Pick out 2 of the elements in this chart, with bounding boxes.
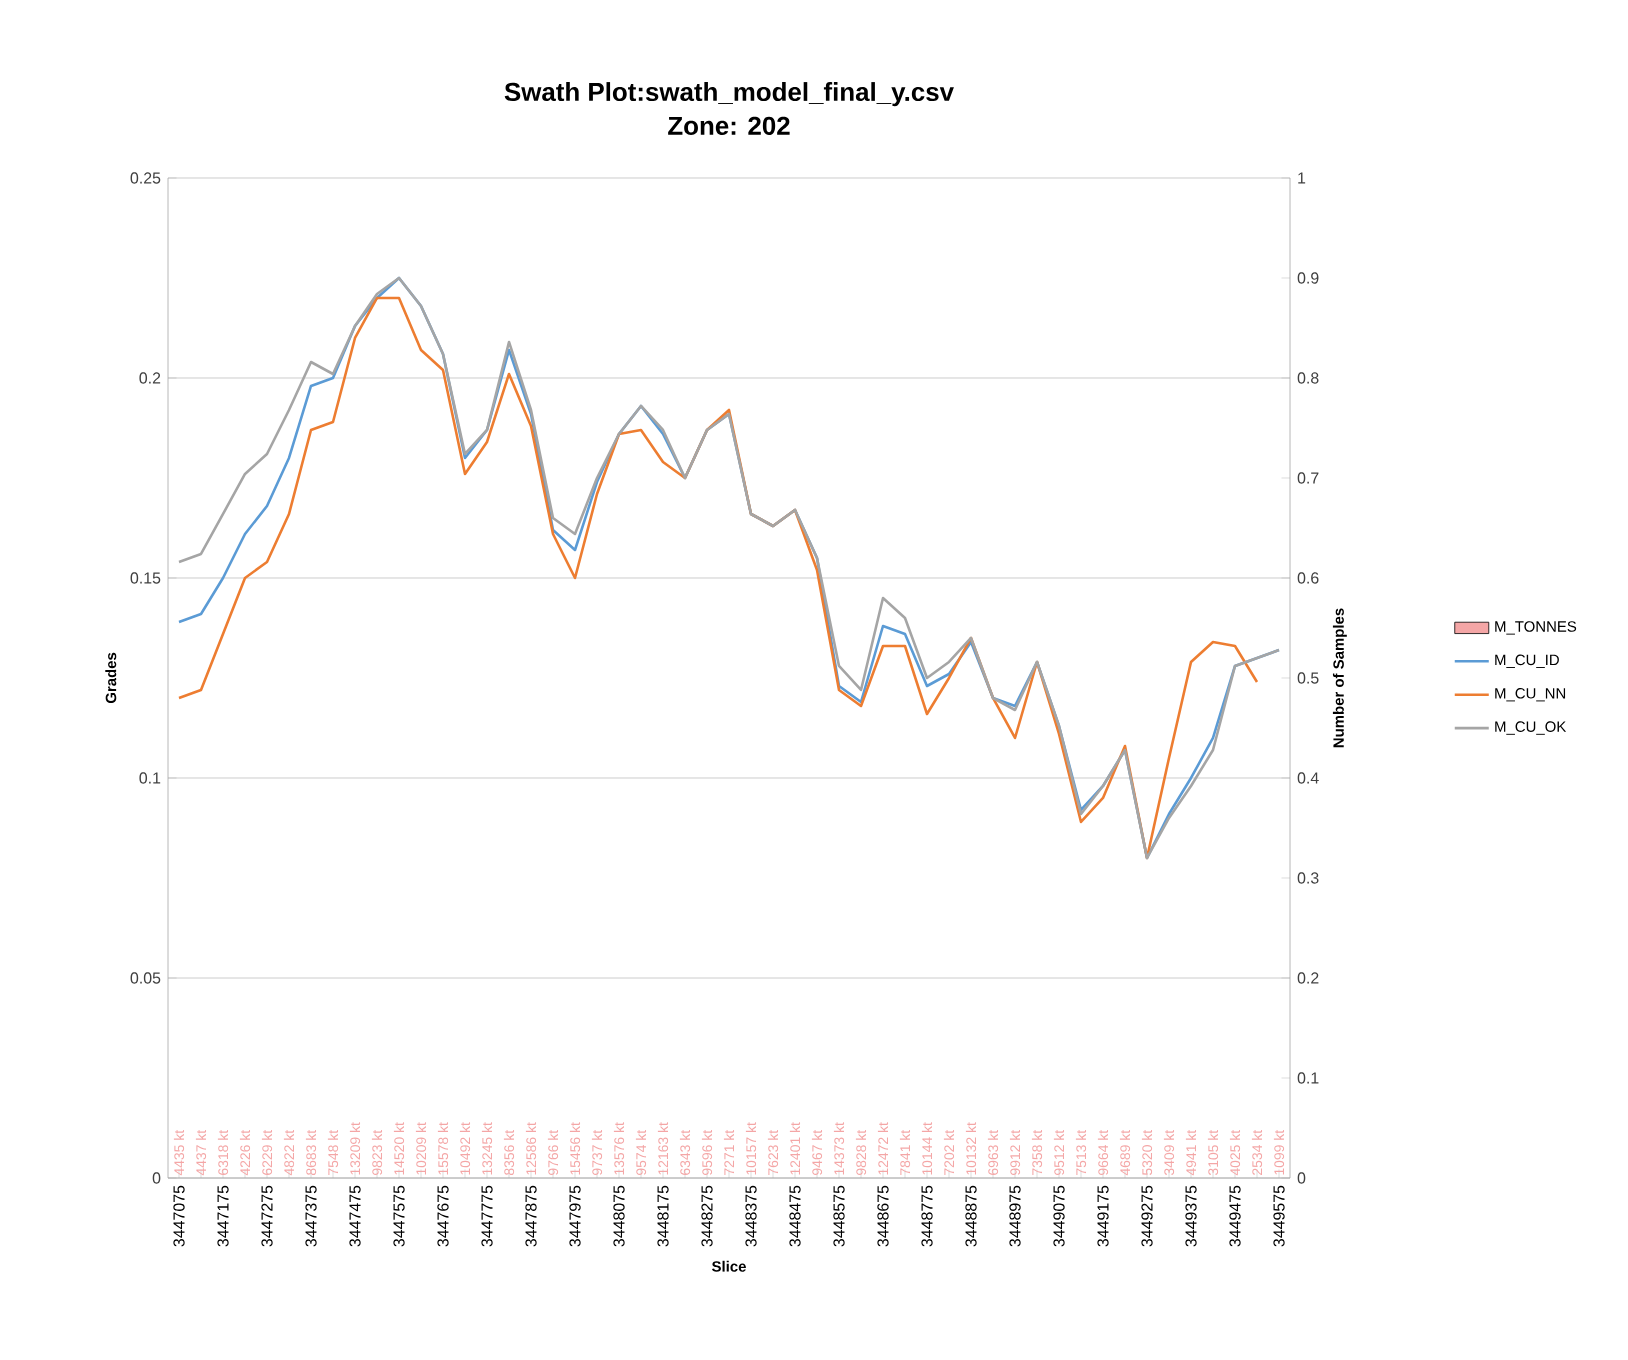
chart-title: Swath Plot:swath_model_final_y.csv — [504, 82, 954, 107]
chart-subtitle: Zone: 202 — [668, 116, 790, 135]
